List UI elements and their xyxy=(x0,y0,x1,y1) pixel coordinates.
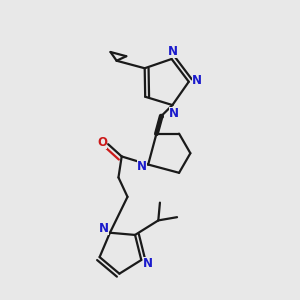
Text: N: N xyxy=(192,74,202,87)
Text: O: O xyxy=(97,136,107,149)
Text: N: N xyxy=(169,106,179,120)
Text: N: N xyxy=(143,257,153,270)
Text: N: N xyxy=(137,160,147,173)
Text: N: N xyxy=(98,222,109,236)
Text: N: N xyxy=(168,45,178,58)
